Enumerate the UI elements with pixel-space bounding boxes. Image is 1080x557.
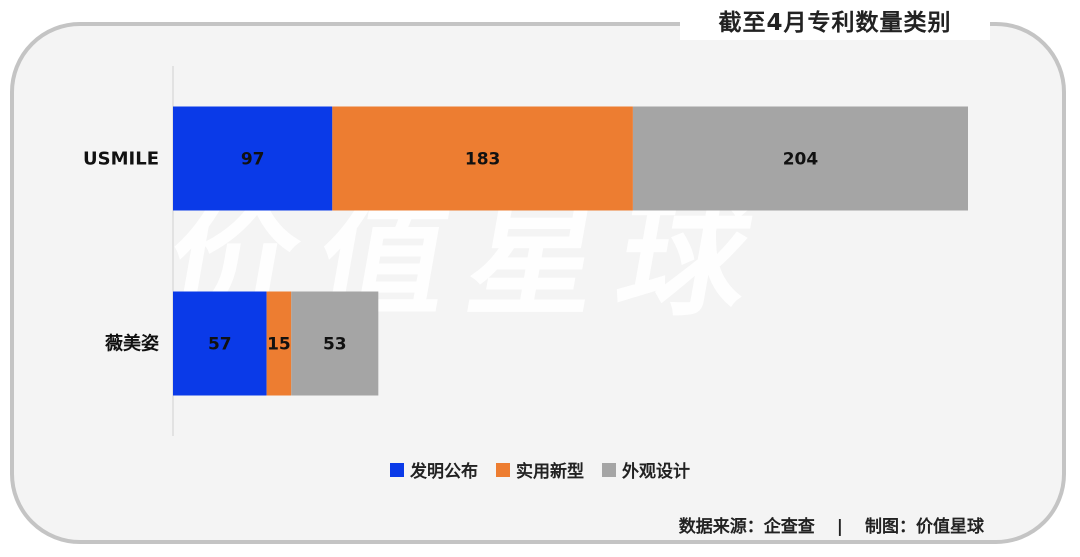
bar-segment: [173, 291, 267, 396]
bar-segment: [291, 291, 379, 396]
chart-title: 截至4月专利数量类别: [718, 10, 952, 36]
bar-segment: [332, 106, 633, 211]
bar-segment: [173, 106, 333, 211]
data-label: 97: [241, 150, 265, 170]
bar-segment: [266, 291, 292, 396]
made-by-text: 制图：价值星球: [865, 517, 984, 537]
legend-swatch-invention: [390, 462, 404, 477]
legend-item-utility: 实用新型: [496, 457, 584, 482]
bar-segment: [632, 106, 968, 211]
legend-item-design: 外观设计: [602, 457, 690, 482]
legend: 发明公布 实用新型 外观设计: [0, 457, 1080, 482]
legend-label: 外观设计: [622, 462, 690, 482]
source-text: 数据来源：企查查: [678, 517, 815, 537]
legend-label: 实用新型: [516, 462, 584, 482]
legend-swatch-design: [602, 462, 616, 477]
category-label: USMILE: [83, 149, 159, 170]
legend-label: 发明公布: [410, 462, 478, 482]
data-label: 53: [323, 335, 347, 355]
data-label: 15: [267, 335, 291, 355]
data-label: 57: [208, 335, 232, 355]
legend-swatch-utility: [496, 462, 510, 477]
data-label: 204: [783, 150, 819, 170]
source-note: 数据来源：企查查 | 制图：价值星球: [679, 512, 984, 537]
title-background: [680, 6, 990, 40]
legend-item-invention: 发明公布: [390, 457, 478, 482]
data-label: 183: [465, 150, 501, 170]
category-label: 薇美姿: [105, 333, 159, 355]
source-separator: |: [836, 517, 843, 537]
